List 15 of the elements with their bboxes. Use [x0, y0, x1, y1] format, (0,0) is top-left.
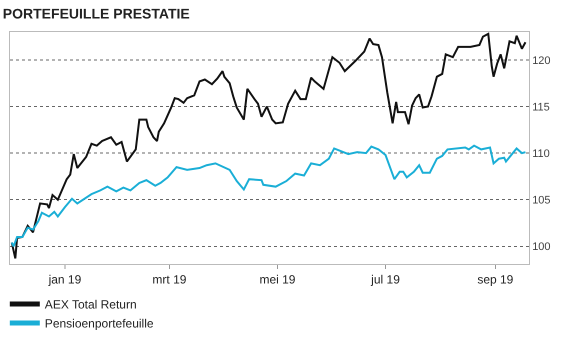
x-tick-label: sep 19 [477, 272, 514, 286]
y-tick-label: 120 [532, 54, 551, 67]
line-series [10, 144, 526, 248]
x-tick-label: jan 19 [48, 272, 82, 286]
y-tick-label: 110 [532, 148, 550, 160]
legend-label: Pensioenportefeuille [44, 316, 154, 331]
x-tick-label: mei 19 [259, 272, 296, 286]
y-tick-label: 105 [532, 194, 551, 207]
x-tick-label: mrt 19 [152, 272, 187, 286]
line-series [10, 32, 526, 260]
legend-label: AEX Total Return [44, 298, 137, 312]
x-tick-label: jul 19 [370, 272, 400, 286]
y-tick-label: 115 [532, 101, 550, 114]
y-tick-label: 100 [532, 241, 551, 254]
chart-title: PORTEFEUILLE PRESTATIE [2, 5, 190, 22]
